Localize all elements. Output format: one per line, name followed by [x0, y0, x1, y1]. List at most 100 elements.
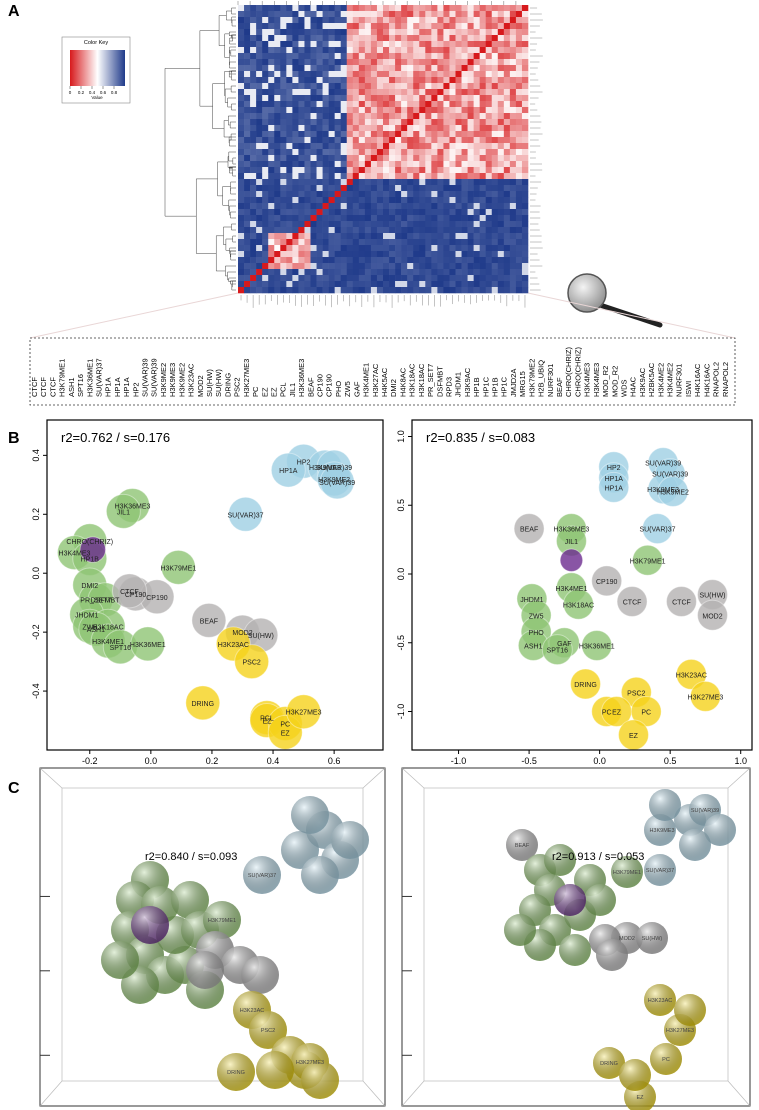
- heatmap-cell: [425, 119, 432, 126]
- heatmap-cell: [467, 197, 474, 204]
- heatmap-cell: [461, 23, 468, 30]
- heatmap-cell: [437, 53, 444, 60]
- heatmap-cell: [292, 5, 299, 12]
- heatmap-cell: [491, 221, 499, 228]
- heatmap-cell: [515, 119, 523, 126]
- heatmap-cell: [274, 173, 281, 180]
- heatmap-cell: [467, 245, 474, 252]
- heatmap-cell: [316, 137, 323, 144]
- heatmap-cell: [491, 185, 499, 192]
- mark-label: SU(VAR)39: [141, 358, 150, 397]
- heatmap-cell: [250, 107, 257, 114]
- heatmap-cell: [401, 263, 408, 270]
- mark-label: RNAPOL2: [712, 362, 721, 397]
- mark-label: HP1B: [472, 377, 481, 397]
- point: [270, 452, 306, 488]
- heatmap-cell: [509, 173, 517, 180]
- heatmap-cell: [274, 29, 281, 36]
- heatmap-cell: [383, 227, 390, 234]
- heatmap-cell: [431, 131, 438, 138]
- mark-label: ZW5: [343, 381, 352, 397]
- heatmap-cell: [250, 113, 257, 120]
- heatmap-cell: [521, 71, 529, 78]
- heatmap-cell: [244, 95, 251, 102]
- heatmap-cell: [298, 119, 305, 126]
- heatmap-cell: [395, 245, 402, 252]
- heatmap-cell: [383, 179, 390, 186]
- heatmap-cell: [340, 245, 348, 252]
- heatmap-cell: [443, 233, 450, 240]
- heatmap-cell: [509, 269, 517, 276]
- heatmap-cell: [407, 215, 414, 222]
- heatmap-cell: [370, 101, 378, 108]
- heatmap-cell: [401, 215, 408, 222]
- heatmap-cell: [485, 281, 493, 288]
- heatmap-cell: [256, 47, 263, 54]
- heatmap-cell: [244, 71, 251, 78]
- heatmap-cell: [497, 251, 505, 258]
- heatmap-cell: [491, 173, 499, 180]
- heatmap-cell: [443, 41, 450, 48]
- heatmap-cell: [383, 113, 390, 120]
- heatmap-cell: [280, 41, 287, 48]
- heatmap-cell: [479, 89, 487, 96]
- heatmap-cell: [461, 245, 468, 252]
- heatmap-cell: [244, 23, 251, 30]
- heatmap-cell: [515, 47, 523, 54]
- heatmap-cell: [473, 275, 480, 282]
- heatmap-cell: [413, 23, 420, 30]
- heatmap-cell: [334, 23, 342, 30]
- heatmap-cell: [250, 101, 257, 108]
- heatmap-cell: [238, 233, 245, 240]
- color-key-tick-label: 0.8: [111, 90, 118, 95]
- heatmap-cell: [256, 215, 263, 222]
- heatmap-cell: [479, 233, 487, 240]
- heatmap-cell: [467, 269, 474, 276]
- heatmap-cell: [473, 59, 480, 66]
- heatmap-cell: [310, 245, 317, 252]
- point-label: CP190: [146, 595, 168, 602]
- heatmap-cell: [461, 113, 468, 120]
- heatmap-cell: [298, 245, 305, 252]
- heatmap-cell: [244, 113, 251, 120]
- heatmap-cell: [238, 281, 245, 288]
- point-label: ZW5: [529, 613, 544, 620]
- heatmap-cell: [262, 155, 269, 162]
- heatmap-cell: [473, 5, 480, 12]
- heatmap-cell: [515, 197, 523, 204]
- heatmap-cell: [340, 113, 348, 120]
- heatmap-cell: [431, 113, 438, 120]
- heatmap-cell: [485, 89, 493, 96]
- heatmap-cell: [352, 137, 360, 144]
- heatmap-cell: [292, 119, 299, 126]
- heatmap-cell: [370, 53, 378, 60]
- heatmap-cell: [268, 185, 275, 192]
- heatmap-cell: [515, 143, 523, 150]
- heatmap-cell: [395, 221, 402, 228]
- heatmap-cell: [413, 203, 420, 210]
- heatmap-cell: [328, 131, 335, 138]
- heatmap-cell: [340, 251, 348, 258]
- heatmap-cell: [358, 113, 366, 120]
- heatmap-cell: [286, 197, 293, 204]
- heatmap-cell: [497, 167, 505, 174]
- heatmap-cell: [310, 185, 317, 192]
- plot-frame: [411, 419, 753, 751]
- heatmap-cell: [358, 161, 366, 168]
- heatmap-cell: [316, 155, 323, 162]
- heatmap-cell: [316, 191, 323, 198]
- heatmap-cell: [340, 173, 348, 180]
- heatmap-cell: [473, 227, 480, 234]
- heatmap-cell: [419, 131, 426, 138]
- heatmap-cell: [286, 107, 293, 114]
- heatmap-cell: [503, 17, 511, 24]
- heatmap-cell: [322, 263, 329, 270]
- heatmap-cell: [376, 185, 384, 192]
- heatmap-cell: [437, 245, 444, 252]
- heatmap-cell: [467, 5, 474, 12]
- heatmap-cell: [515, 269, 523, 276]
- heatmap-cell: [497, 95, 505, 102]
- heatmap-cell: [298, 191, 305, 198]
- heatmap-cell: [364, 233, 372, 240]
- dendrogram: [230, 85, 236, 93]
